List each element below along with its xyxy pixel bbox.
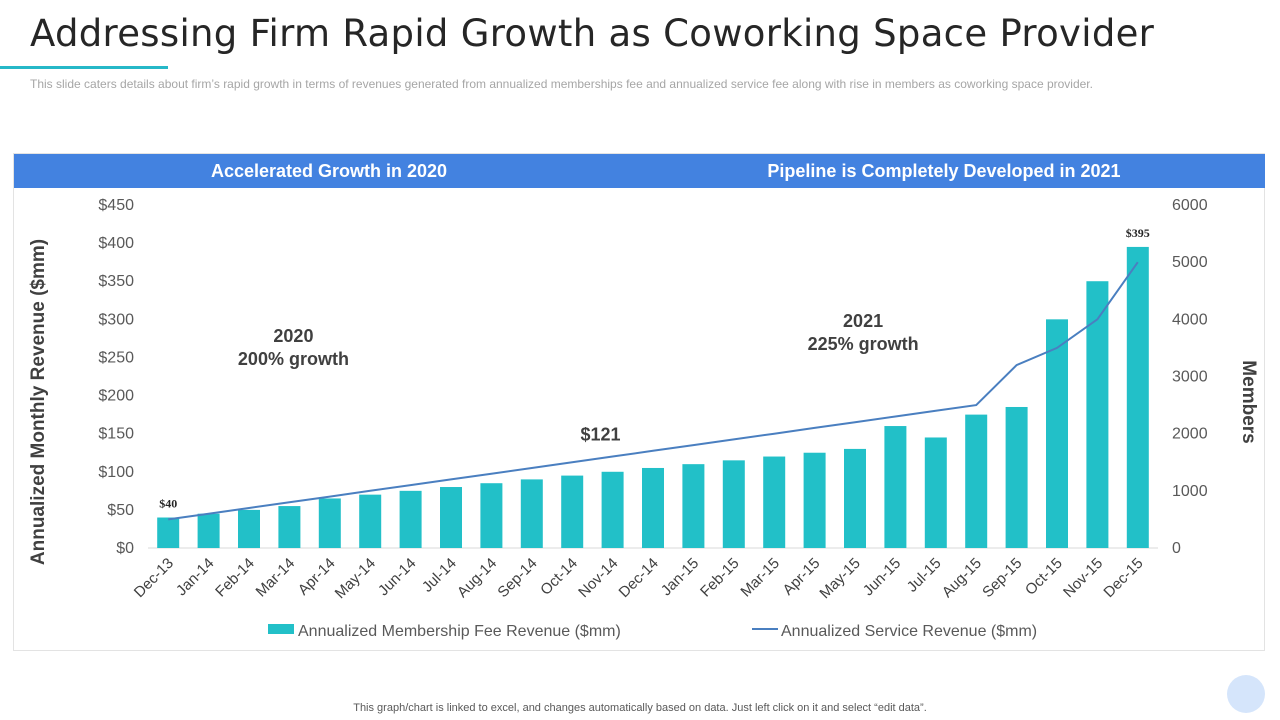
legend-line-label: Annualized Service Revenue ($mm) bbox=[781, 623, 1037, 640]
x-tick-label: May-15 bbox=[816, 555, 863, 602]
bar-jun-14 bbox=[399, 490, 422, 548]
x-tick-label: Jun-14 bbox=[375, 555, 419, 599]
bar-dec-14 bbox=[642, 467, 664, 548]
y-tick-label: $400 bbox=[98, 235, 134, 252]
x-tick-label: Dec-13 bbox=[131, 555, 177, 601]
annotation-text: 2021 bbox=[843, 311, 883, 331]
y2-tick-label: 0 bbox=[1172, 540, 1181, 557]
labels: $0 $50 $100 $150 $200 $250 $300 $350 $400 $450 0 10… bbox=[28, 197, 1259, 640]
x-tick-label: Mar-14 bbox=[253, 555, 299, 601]
bar-oct-15 bbox=[1046, 319, 1068, 548]
bar-feb-14 bbox=[238, 509, 260, 548]
x-tick-label: Aug-15 bbox=[939, 555, 985, 601]
y-tick-label: $50 bbox=[107, 502, 134, 519]
annotation-text: 225% growth bbox=[808, 334, 919, 354]
line-layer bbox=[168, 261, 1139, 521]
y-tick-label: $250 bbox=[98, 349, 134, 366]
slide-subtitle: This slide caters details about firm’s r… bbox=[30, 77, 1093, 91]
bar-may-14 bbox=[359, 494, 382, 548]
title-underline bbox=[0, 66, 168, 69]
bar-nov-14 bbox=[601, 471, 624, 548]
x-tick-label: Nov-14 bbox=[575, 555, 621, 601]
y2-tick-label: 3000 bbox=[1172, 369, 1208, 386]
y-tick-label: $100 bbox=[98, 464, 134, 481]
bar-mar-14 bbox=[278, 506, 301, 548]
y-tick-label: $450 bbox=[98, 197, 134, 214]
y-axis-title: Annualized Monthly Revenue ($mm) bbox=[28, 239, 49, 565]
chart-banner: Accelerated Growth in 2020 Pipeline is C… bbox=[14, 154, 1265, 188]
annotation-text: 200% growth bbox=[238, 349, 349, 369]
x-tick-label: Sep-14 bbox=[494, 555, 540, 601]
bar-jun-15 bbox=[884, 426, 907, 548]
banner-right-text: Pipeline is Completely Developed in 2021 bbox=[767, 161, 1121, 181]
x-tick-label: May-14 bbox=[332, 555, 379, 602]
bar-jan-15 bbox=[682, 464, 705, 548]
bar-jan-14 bbox=[197, 513, 220, 548]
x-tick-label: Nov-15 bbox=[1060, 555, 1106, 601]
y-tick-label: $350 bbox=[98, 273, 134, 290]
y2-tick-label: 6000 bbox=[1172, 197, 1208, 214]
x-tick-label: Jun-15 bbox=[860, 555, 904, 599]
y2-tick-label: 5000 bbox=[1172, 254, 1208, 271]
y2-axis-title: Members bbox=[1238, 360, 1259, 443]
x-tick-label: Apr-15 bbox=[780, 555, 824, 599]
legend-bar-swatch bbox=[268, 624, 294, 634]
bar-aug-15 bbox=[965, 414, 988, 548]
y-tick-label: $200 bbox=[98, 388, 134, 405]
bar-oct-14 bbox=[561, 475, 584, 548]
footer-note: This graph/chart is linked to excel, and… bbox=[353, 702, 927, 714]
x-tick-label: Feb-14 bbox=[212, 555, 258, 601]
x-tick-label: Jan-14 bbox=[173, 555, 217, 599]
slide-title: Addressing Firm Rapid Growth as Coworkin… bbox=[30, 12, 1155, 55]
y2-tick-label: 1000 bbox=[1172, 483, 1208, 500]
y2-tick-label: 2000 bbox=[1172, 426, 1208, 443]
bar-dec-13 bbox=[157, 517, 180, 548]
bar-aug-14 bbox=[480, 483, 503, 548]
legend-bar-label: Annualized Membership Fee Revenue ($mm) bbox=[298, 623, 621, 640]
x-tick-label: Mar-15 bbox=[737, 555, 783, 601]
bar-apr-15 bbox=[803, 452, 826, 548]
bar-feb-15 bbox=[722, 460, 745, 548]
slide-nav-dot[interactable] bbox=[1227, 675, 1265, 713]
annotation-text: $121 bbox=[580, 425, 620, 445]
bar-sep-14 bbox=[520, 479, 543, 548]
x-tick-label: Jan-15 bbox=[658, 555, 702, 599]
x-tick-label: Aug-14 bbox=[454, 555, 500, 601]
x-tick-label: Apr-14 bbox=[295, 555, 339, 599]
bar-nov-15 bbox=[1086, 281, 1109, 548]
x-tick-label: Dec-14 bbox=[616, 555, 662, 601]
y-tick-label: $150 bbox=[98, 426, 134, 443]
bar-apr-14 bbox=[318, 498, 341, 548]
x-tick-label: Dec-15 bbox=[1100, 555, 1146, 601]
x-tick-label: Oct-15 bbox=[1022, 555, 1066, 599]
bar-may-15 bbox=[844, 448, 866, 548]
bar-dec-15 bbox=[1126, 246, 1149, 548]
x-tick-label: Sep-15 bbox=[979, 555, 1025, 601]
y2-tick-label: 4000 bbox=[1172, 311, 1208, 328]
y-tick-label: $300 bbox=[98, 311, 134, 328]
chart-frame bbox=[13, 153, 1265, 651]
bar-mar-15 bbox=[763, 456, 786, 548]
x-tick-label: Oct-14 bbox=[537, 555, 581, 599]
x-tick-label: Feb-15 bbox=[697, 555, 743, 601]
bar-jul-15 bbox=[924, 437, 947, 548]
bar-jul-14 bbox=[440, 487, 462, 548]
y-tick-label: $0 bbox=[116, 540, 134, 557]
banner-left-text: Accelerated Growth in 2020 bbox=[210, 161, 448, 181]
annotation-text: 2020 bbox=[273, 326, 313, 346]
bar-sep-15 bbox=[1005, 406, 1028, 548]
service-revenue-line bbox=[168, 261, 1139, 521]
data-label: $395 bbox=[1126, 226, 1150, 240]
data-label: $40 bbox=[159, 497, 177, 511]
bars bbox=[157, 246, 1149, 548]
